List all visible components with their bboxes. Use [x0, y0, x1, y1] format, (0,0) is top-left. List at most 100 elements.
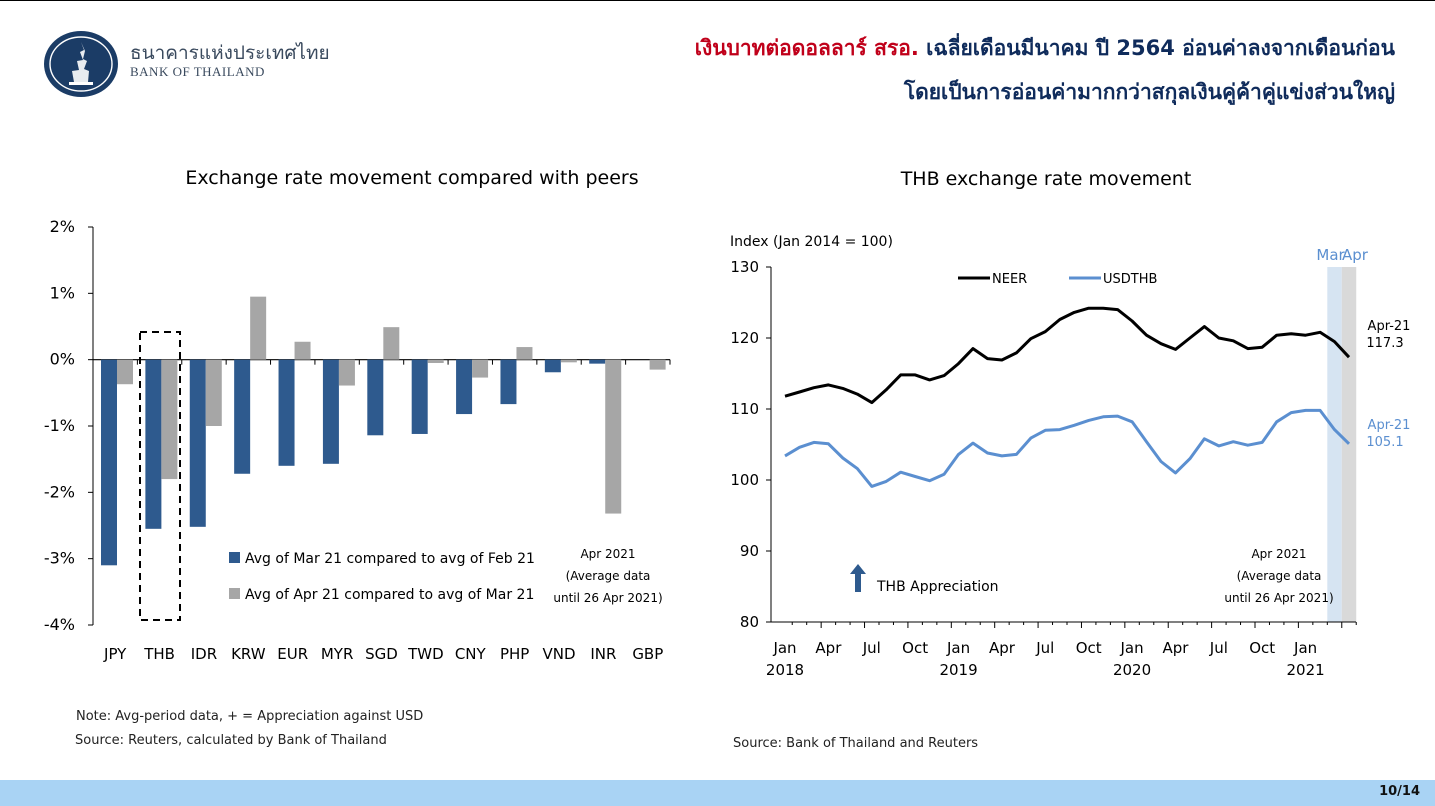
legend-label-neer: NEER	[992, 272, 1027, 287]
line-y-tick-label: 130	[730, 258, 759, 276]
bar-mar-cny	[456, 359, 473, 415]
bar-mar-krw	[234, 359, 251, 474]
line-y-tick-label: 80	[740, 613, 759, 631]
bar-mar-php	[500, 359, 517, 405]
line-x-tick-label: Apr	[989, 639, 1016, 657]
bar-mar-myr	[322, 359, 339, 464]
shade-apr	[1341, 267, 1357, 622]
bar-mar-idr	[189, 359, 206, 527]
line-x-tick-label: Jul	[1035, 639, 1054, 657]
line-x-tick-label: Oct	[902, 639, 928, 657]
bar-mar-eur	[278, 359, 295, 466]
end-label-value: 117.3	[1366, 336, 1403, 351]
legend-swatch-apr	[229, 588, 240, 599]
line-x-tick-label: Jan	[772, 639, 796, 657]
bar-annotation-line: until 26 Apr 2021)	[553, 591, 662, 605]
bar-mar-inr	[589, 359, 606, 364]
shade-label-apr: Apr	[1342, 246, 1369, 264]
legend-swatch-mar	[229, 552, 240, 563]
bar-apr-jpy	[117, 359, 133, 385]
bar-y-tick-label: 2%	[50, 217, 75, 236]
line-chart-y-label: Index (Jan 2014 = 100)	[730, 234, 893, 250]
line-x-year-label: 2020	[1113, 661, 1151, 679]
footer-bar	[0, 780, 1435, 806]
legend-label-apr: Avg of Apr 21 compared to avg of Mar 21	[245, 587, 534, 603]
line-x-tick-label: Apr	[1162, 639, 1189, 657]
line-x-tick-label: Apr	[815, 639, 842, 657]
appreciation-arrow-icon	[850, 564, 866, 592]
bar-annotation-line: (Average data	[566, 569, 651, 583]
line-x-tick-label: Oct	[1076, 639, 1102, 657]
shade-label-mar: Mar	[1316, 246, 1345, 264]
bar-mar-jpy	[101, 359, 117, 566]
bar-apr-gbp	[649, 359, 666, 370]
line-x-tick-label: Oct	[1249, 639, 1275, 657]
bar-y-tick-label: -4%	[44, 615, 75, 634]
left-source: Source: Reuters, calculated by Bank of T…	[75, 733, 387, 748]
line-y-tick-label: 90	[740, 542, 759, 560]
bar-apr-vnd	[560, 359, 577, 363]
legend-label-mar: Avg of Mar 21 compared to avg of Feb 21	[245, 551, 535, 567]
line-y-tick-label: 120	[730, 329, 759, 347]
line-x-year-label: 2021	[1287, 661, 1325, 679]
bar-apr-php	[516, 347, 533, 360]
line-usdthb	[784, 408, 1351, 488]
bar-annotation-line: Apr 2021	[580, 547, 635, 561]
org-name-english: BANK OF THAILAND	[130, 64, 265, 79]
bar-x-label: SGD	[365, 645, 398, 663]
org-name-thai: ธนาคารแห่งประเทศไทย	[130, 42, 330, 64]
bar-x-label: CNY	[455, 645, 487, 663]
bar-chart-title: Exchange rate movement compared with pee…	[185, 167, 638, 189]
legend-label-usdthb: USDTHB	[1103, 272, 1157, 287]
headline-red-part: เงินบาทต่อดอลลาร์ สรอ.	[694, 36, 919, 60]
bar-y-tick-label: -1%	[44, 416, 75, 435]
bar-mar-thb	[145, 359, 162, 529]
bar-y-tick-label: 0%	[50, 350, 75, 369]
top-border	[0, 0, 1435, 1]
shade-mar	[1327, 267, 1342, 622]
bar-mar-sgd	[367, 359, 384, 436]
bar-x-label: PHP	[500, 645, 529, 663]
bar-x-label: GBP	[632, 645, 663, 663]
bar-x-label: VND	[543, 645, 576, 663]
bar-x-label: EUR	[277, 645, 308, 663]
bar-apr-sgd	[383, 327, 400, 360]
line-x-tick-label: Jul	[1209, 639, 1228, 657]
peer-bar-chart: Exchange rate movement compared with pee…	[44, 167, 671, 663]
bar-apr-cny	[472, 359, 489, 378]
appreciation-label: THB Appreciation	[876, 579, 999, 595]
left-note: Note: Avg-period data, + = Appreciation …	[76, 709, 424, 724]
bar-apr-thb	[161, 359, 178, 480]
bar-x-label: TWD	[407, 645, 444, 663]
line-x-tick-label: Jan	[1293, 639, 1317, 657]
bar-x-label: KRW	[231, 645, 266, 663]
bar-x-label: THB	[143, 645, 175, 663]
end-label-value: 105.1	[1366, 435, 1403, 450]
bar-mar-vnd	[544, 359, 561, 373]
line-neer	[784, 306, 1351, 405]
bar-apr-myr	[338, 359, 355, 386]
bar-apr-twd	[427, 359, 444, 363]
line-annotation-line: (Average data	[1237, 569, 1322, 583]
headline-line-1: เงินบาทต่อดอลลาร์ สรอ. เฉลี่ยเดือนมีนาคม…	[695, 32, 1395, 65]
bar-x-label: IDR	[191, 645, 217, 663]
bar-mar-twd	[411, 359, 428, 434]
bar-apr-idr	[205, 359, 222, 426]
right-source: Source: Bank of Thailand and Reuters	[733, 736, 979, 751]
bar-x-label: MYR	[321, 645, 354, 663]
line-annotation-line: until 26 Apr 2021)	[1224, 591, 1333, 605]
headline-rest: เฉลี่ยเดือนมีนาคม ปี 2564 อ่อนค่าลงจากเด…	[918, 36, 1395, 60]
line-x-tick-label: Jan	[1120, 639, 1144, 657]
line-y-tick-label: 100	[730, 471, 759, 489]
bank-of-thailand-logo	[44, 31, 118, 97]
line-x-tick-label: Jan	[946, 639, 970, 657]
bar-y-tick-label: -3%	[44, 549, 75, 568]
bar-apr-inr	[605, 359, 622, 514]
thb-highlight-box	[139, 331, 181, 621]
line-annotation-line: Apr 2021	[1251, 547, 1306, 561]
page-number: 10/14	[1379, 784, 1420, 799]
line-x-tick-label: Jul	[862, 639, 881, 657]
end-label-period: Apr-21	[1368, 418, 1411, 433]
thb-line-chart: THB exchange rate movement Index (Jan 20…	[730, 168, 1411, 679]
bar-y-tick-label: 1%	[50, 283, 75, 302]
